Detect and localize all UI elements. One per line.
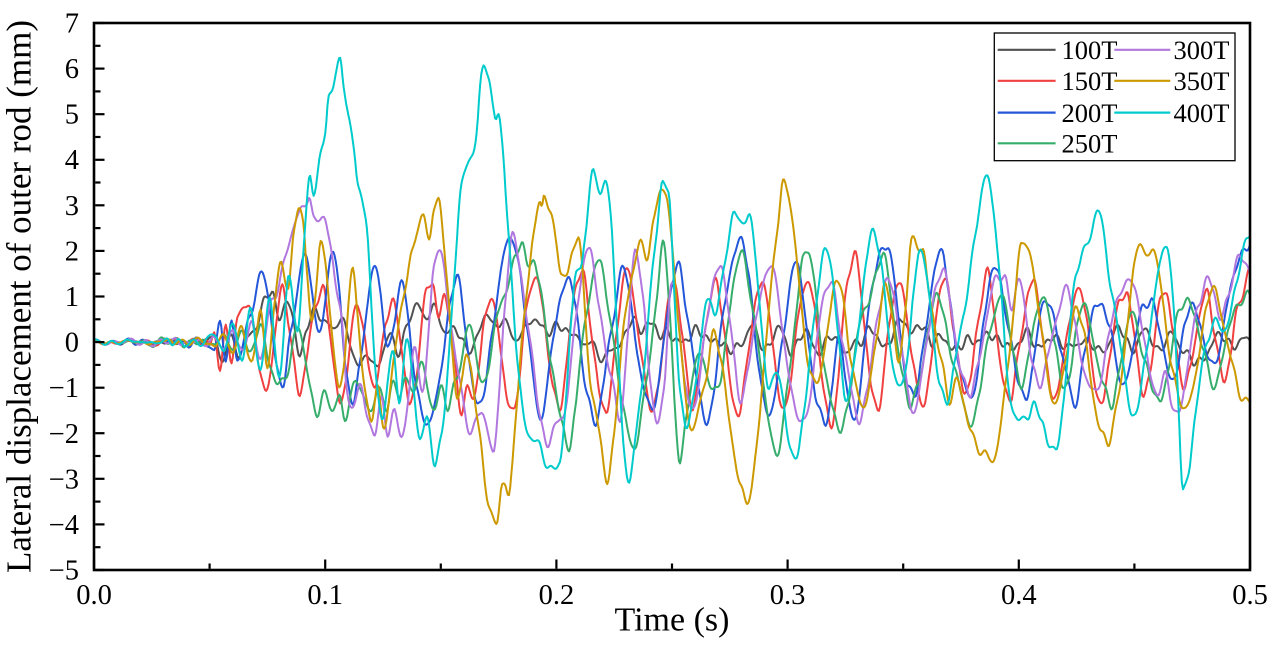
svg-text:0.2: 0.2 xyxy=(539,580,575,611)
svg-text:−5: −5 xyxy=(49,556,79,587)
svg-text:400T: 400T xyxy=(1174,98,1230,128)
svg-text:−3: −3 xyxy=(49,464,79,495)
svg-text:150T: 150T xyxy=(1062,66,1118,96)
svg-text:1: 1 xyxy=(65,282,79,313)
svg-text:0.3: 0.3 xyxy=(770,580,806,611)
svg-text:0.1: 0.1 xyxy=(307,580,343,611)
svg-text:Lateral displacement of outer: Lateral displacement of outer rod (mm) xyxy=(0,20,39,573)
svg-text:6: 6 xyxy=(65,54,79,85)
svg-text:0.5: 0.5 xyxy=(1232,580,1268,611)
svg-text:5: 5 xyxy=(65,100,79,131)
svg-text:−2: −2 xyxy=(49,419,79,450)
svg-text:250T: 250T xyxy=(1062,129,1118,159)
svg-text:−1: −1 xyxy=(49,373,79,404)
svg-text:300T: 300T xyxy=(1174,35,1230,65)
svg-text:7: 7 xyxy=(65,9,79,40)
svg-text:0.4: 0.4 xyxy=(1001,580,1037,611)
svg-text:100T: 100T xyxy=(1062,35,1118,65)
svg-text:0: 0 xyxy=(65,328,79,359)
svg-text:3: 3 xyxy=(65,191,79,222)
svg-text:350T: 350T xyxy=(1174,66,1230,96)
svg-text:0.0: 0.0 xyxy=(76,580,112,611)
svg-text:−4: −4 xyxy=(49,510,79,541)
svg-text:2: 2 xyxy=(65,236,79,267)
svg-text:4: 4 xyxy=(65,145,79,176)
svg-text:200T: 200T xyxy=(1062,98,1118,128)
svg-text:Time (s): Time (s) xyxy=(615,602,730,639)
